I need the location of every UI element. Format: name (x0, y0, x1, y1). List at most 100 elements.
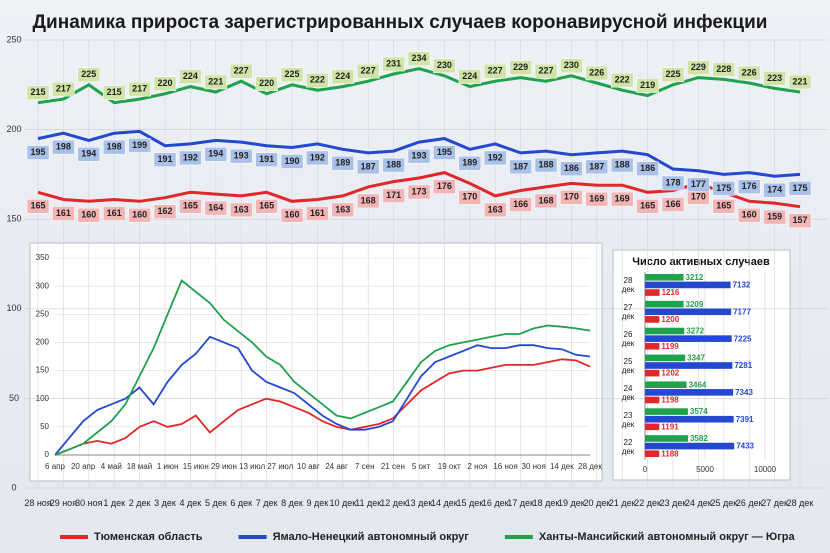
data-label: 166 (665, 199, 680, 209)
data-label: 189 (335, 158, 350, 168)
bar-value-label: 3582 (690, 434, 708, 443)
data-label-box (204, 200, 228, 216)
data-label: 192 (183, 152, 198, 162)
data-label-box (763, 71, 786, 86)
data-label-box (509, 159, 532, 175)
data-label: 188 (538, 159, 553, 169)
data-label-box (128, 81, 151, 97)
data-label: 170 (462, 192, 477, 202)
data-label-box (382, 157, 405, 173)
data-label-box (306, 72, 329, 88)
data-label-box (712, 181, 736, 196)
data-label: 220 (157, 78, 172, 88)
y-tick-label: 28 дек (621, 276, 635, 295)
data-label: 192 (488, 152, 503, 162)
x-tick-label: 16 ноя (493, 462, 517, 471)
data-label: 227 (361, 66, 376, 76)
bar-value-label: 1216 (662, 288, 680, 297)
data-label: 224 (462, 71, 477, 81)
data-label: 230 (437, 60, 452, 70)
x-tick-label: 7 дек (255, 498, 278, 508)
data-label: 224 (335, 71, 350, 81)
data-label: 194 (208, 149, 223, 159)
x-tick-label: 10 дек (329, 498, 357, 508)
y-tick-label: 300 (36, 281, 50, 290)
bar-value-label: 1198 (661, 396, 679, 405)
data-label-box (229, 63, 253, 79)
x-tick-label: 20 дек (583, 498, 611, 508)
data-label: 171 (386, 190, 401, 200)
x-tick-label: 5 окт (412, 462, 431, 471)
data-label-box (77, 147, 101, 162)
data-label-box (433, 58, 456, 74)
data-label: 217 (132, 84, 147, 94)
y-tick-label: 0 (45, 450, 50, 459)
data-label-box (712, 62, 736, 77)
data-label-box (102, 85, 126, 100)
bar (645, 308, 732, 316)
data-label-box (52, 206, 75, 221)
data-label-box (229, 148, 253, 164)
data-label: 166 (513, 199, 528, 209)
bar-value-label: 7177 (733, 307, 751, 316)
x-tick-label: 2 дек (128, 498, 151, 508)
data-label: 230 (564, 60, 579, 70)
x-tick-label: 14 дек (431, 498, 458, 508)
data-label: 163 (234, 204, 249, 214)
x-tick-label: 5000 (696, 465, 714, 474)
legend-label: Ямало-Ненецкий автономный округ (273, 531, 470, 543)
data-label: 229 (691, 62, 706, 72)
data-label-box (636, 199, 659, 214)
data-label: 222 (615, 75, 630, 85)
bar-value-label: 1200 (661, 315, 679, 324)
data-label-box (102, 139, 126, 155)
x-tick-label: 29 ноя (49, 498, 78, 508)
data-label-box (407, 148, 431, 164)
bar-value-label: 7225 (734, 334, 752, 343)
data-label: 163 (335, 204, 350, 214)
bar-value-label: 7281 (734, 361, 752, 370)
legend-label: Ханты-Мансийский автономный округ — Югра (539, 531, 796, 543)
data-label-box (483, 150, 507, 166)
y-tick-label: 150 (6, 214, 21, 224)
bar (645, 369, 660, 377)
bar (645, 415, 734, 423)
data-label: 234 (411, 53, 426, 63)
bar-value-label: 1199 (661, 342, 679, 351)
x-tick-label: 3 дек (154, 498, 176, 508)
data-label-box (26, 85, 50, 100)
data-label-box (153, 204, 177, 219)
data-label-box (280, 208, 304, 223)
x-tick-label: 27 дек (761, 498, 788, 508)
data-label: 157 (792, 215, 807, 225)
data-label-box (737, 208, 761, 223)
data-label-box (483, 63, 507, 79)
data-label-box (636, 161, 659, 176)
data-label-box (153, 76, 177, 92)
y-tick-label: 0 (11, 482, 16, 492)
data-label: 191 (259, 154, 274, 164)
y-tick-label: 150 (36, 366, 50, 375)
data-label-box (534, 193, 558, 209)
data-label: 161 (56, 208, 71, 218)
inset-frame (29, 242, 603, 482)
data-label-box (255, 152, 278, 167)
series-line (54, 335, 591, 456)
data-label-box (407, 184, 431, 200)
data-label: 199 (132, 140, 147, 150)
data-label: 170 (691, 192, 706, 202)
data-label-box (585, 159, 609, 175)
data-label: 215 (30, 87, 45, 97)
y-tick-label: 200 (36, 338, 50, 347)
bar-panel-title: Число активных случаев (632, 256, 770, 268)
data-label-box (179, 150, 202, 166)
data-label-box (306, 206, 329, 221)
data-label: 191 (157, 154, 172, 164)
data-label-box (534, 63, 558, 79)
data-label: 225 (665, 69, 680, 79)
data-label: 165 (640, 201, 655, 211)
data-label-box (331, 202, 355, 218)
bar (645, 442, 735, 450)
x-tick-label: 14 дек (550, 462, 574, 471)
data-label-box (255, 199, 278, 214)
